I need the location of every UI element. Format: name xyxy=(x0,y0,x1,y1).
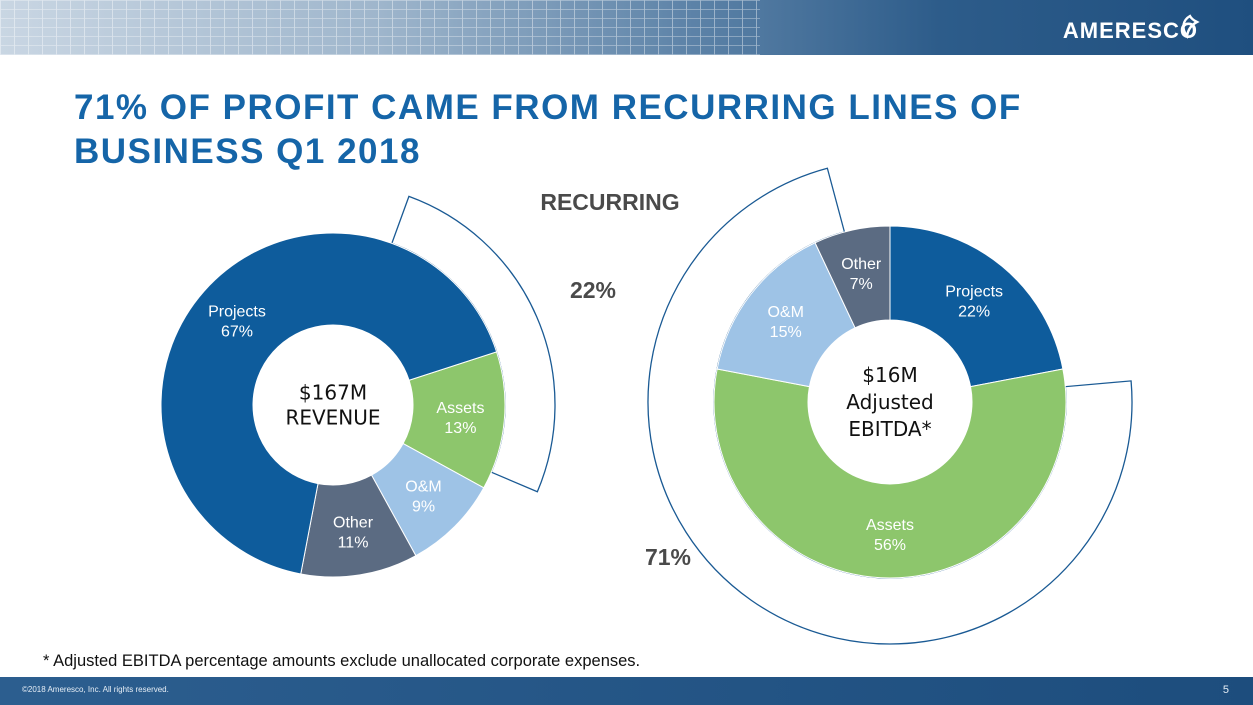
page-number: 5 xyxy=(1222,684,1229,696)
company-logo: AMERESCO xyxy=(1062,18,1198,43)
chart2-center-label: $16M Adjusted EBITDA* xyxy=(846,363,934,441)
banner-texture xyxy=(0,0,760,55)
chart1-label-other: Other 11% xyxy=(333,514,374,551)
chart1-center-label: $167M REVENUE xyxy=(285,381,380,430)
chart2-label-projects: Projects 22% xyxy=(945,283,1003,320)
copyright-text: ©2018 Ameresco, Inc. All rights reserved… xyxy=(22,685,169,694)
chart2-slice-oandm xyxy=(716,242,856,388)
footer-bar: ©2018 Ameresco, Inc. All rights reserved… xyxy=(0,677,1253,705)
chart1-label-projects: Projects 67% xyxy=(208,303,266,340)
chart1-label-assets: Assets 13% xyxy=(436,400,484,437)
chart2-label-oandm: O&M 15% xyxy=(767,304,803,341)
chart2-slice-projects xyxy=(889,225,1064,388)
page-title: 71% OF PROFIT CAME FROM RECURRING LINES … xyxy=(74,88,1022,171)
chart2-label-assets: Assets 56% xyxy=(866,517,914,554)
chart2-recurring-percent: 71% xyxy=(645,544,691,570)
footnote: * Adjusted EBITDA percentage amounts exc… xyxy=(43,652,641,670)
header-banner: AMERESCO xyxy=(0,0,1253,55)
chart2-slice-other xyxy=(814,225,891,329)
chart1-slice-projects xyxy=(160,232,498,575)
chart1-label-oandm: O&M 9% xyxy=(405,479,441,516)
chart1-recurring-percent: 22% xyxy=(570,277,616,303)
recurring-label: RECURRING xyxy=(540,189,679,215)
chart2-slice-assets xyxy=(713,368,1067,579)
chart2-label-other: Other 7% xyxy=(841,256,882,293)
logo-leaf-icon xyxy=(1182,14,1200,39)
